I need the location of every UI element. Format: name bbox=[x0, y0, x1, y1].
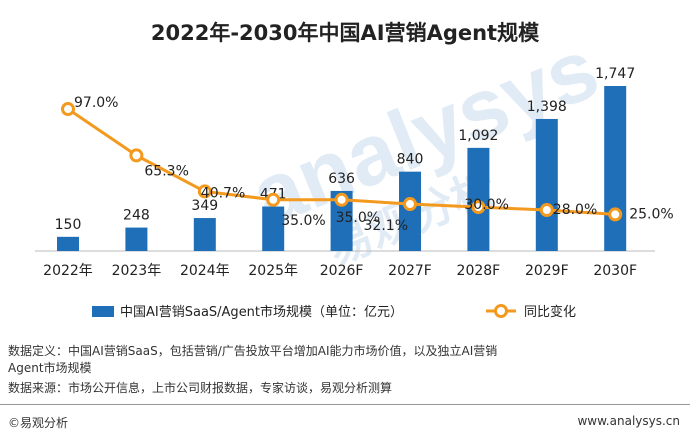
definition-note-line2: Agent市场规模 bbox=[8, 361, 92, 375]
bar-value-label: 349 bbox=[191, 198, 218, 214]
x-tick-label: 2023年 bbox=[112, 263, 162, 279]
growth-value-label: 25.0% bbox=[629, 206, 673, 222]
bar-value-label: 636 bbox=[328, 171, 355, 187]
growth-point-2022年 bbox=[61, 102, 75, 117]
growth-value-label: 35.0% bbox=[336, 210, 380, 226]
bar-2030F bbox=[604, 86, 627, 251]
bar-2028F bbox=[467, 147, 490, 251]
growth-point-2024年 bbox=[197, 184, 212, 199]
bar-value-label: 248 bbox=[123, 208, 150, 224]
x-tick-label: 2025年 bbox=[248, 263, 298, 279]
legend-bar-label: 中国AI营销SaaS/Agent市场规模（单位：亿元） bbox=[120, 304, 403, 320]
chart-title: 2022年-2030年中国AI营销Agent规模 bbox=[151, 21, 540, 45]
growth-point-2026F bbox=[334, 192, 349, 207]
x-tick-label: 2024年 bbox=[180, 263, 230, 279]
bar-2027F bbox=[399, 171, 421, 251]
x-tick-label: 2030F bbox=[593, 263, 637, 279]
bar-value-label: 150 bbox=[55, 217, 82, 233]
definition-note-line1: 数据定义：中国AI营销SaaS，包括营销/广告投放平台增加AI能力市场价值，以及… bbox=[8, 344, 498, 358]
footer-url: www.analysys.cn bbox=[577, 414, 680, 428]
growth-value-label: 40.7% bbox=[201, 185, 245, 201]
x-tick-label: 2029F bbox=[525, 263, 569, 279]
footer-divider bbox=[0, 404, 690, 405]
bar-value-label: 1,747 bbox=[595, 66, 635, 82]
bar-2029F bbox=[535, 118, 558, 251]
growth-value-label: 28.0% bbox=[553, 202, 597, 218]
growth-point-2028F bbox=[471, 200, 486, 215]
growth-value-label: 35.0% bbox=[281, 213, 325, 229]
x-tick-label: 2028F bbox=[457, 263, 501, 279]
legend-line-label: 同比变化 bbox=[524, 304, 576, 320]
bar-value-label: 840 bbox=[397, 152, 424, 168]
growth-value-label: 30.0% bbox=[464, 197, 508, 213]
growth-value-label: 65.3% bbox=[144, 163, 188, 179]
growth-point-2030F bbox=[608, 207, 623, 222]
bar-value-label: 1,092 bbox=[458, 128, 498, 144]
source-note: 数据来源：市场公开信息，上市公司财报数据，专家访谈，易观分析测算 bbox=[8, 381, 393, 395]
legend-bar-swatch bbox=[92, 306, 114, 317]
footer-brand: ©易观分析 bbox=[8, 416, 69, 430]
legend-line-marker bbox=[494, 304, 508, 318]
bar-2024年 bbox=[193, 218, 216, 251]
bar-value-label: 1,398 bbox=[527, 99, 567, 115]
bar-2022年 bbox=[57, 236, 79, 251]
x-tick-label: 2022年 bbox=[43, 263, 93, 279]
x-tick-label: 2026F bbox=[320, 263, 364, 279]
growth-point-2023年 bbox=[129, 148, 144, 163]
x-tick-label: 2027F bbox=[388, 263, 432, 279]
growth-value-label: 97.0% bbox=[74, 95, 118, 111]
chart: analysys 易观分析 2022年-2030年中国AI营销Agent规模 1… bbox=[35, 20, 674, 320]
bar-2023年 bbox=[125, 227, 148, 251]
growth-point-2027F bbox=[403, 197, 417, 212]
growth-point-2025年 bbox=[266, 192, 281, 207]
legend: 中国AI营销SaaS/Agent市场规模（单位：亿元） 同比变化 bbox=[92, 304, 576, 320]
bar-2025年 bbox=[262, 206, 285, 251]
bar-2026F bbox=[330, 190, 353, 251]
growth-value-label: 32.1% bbox=[364, 218, 408, 234]
growth-point-2029F bbox=[539, 203, 554, 218]
